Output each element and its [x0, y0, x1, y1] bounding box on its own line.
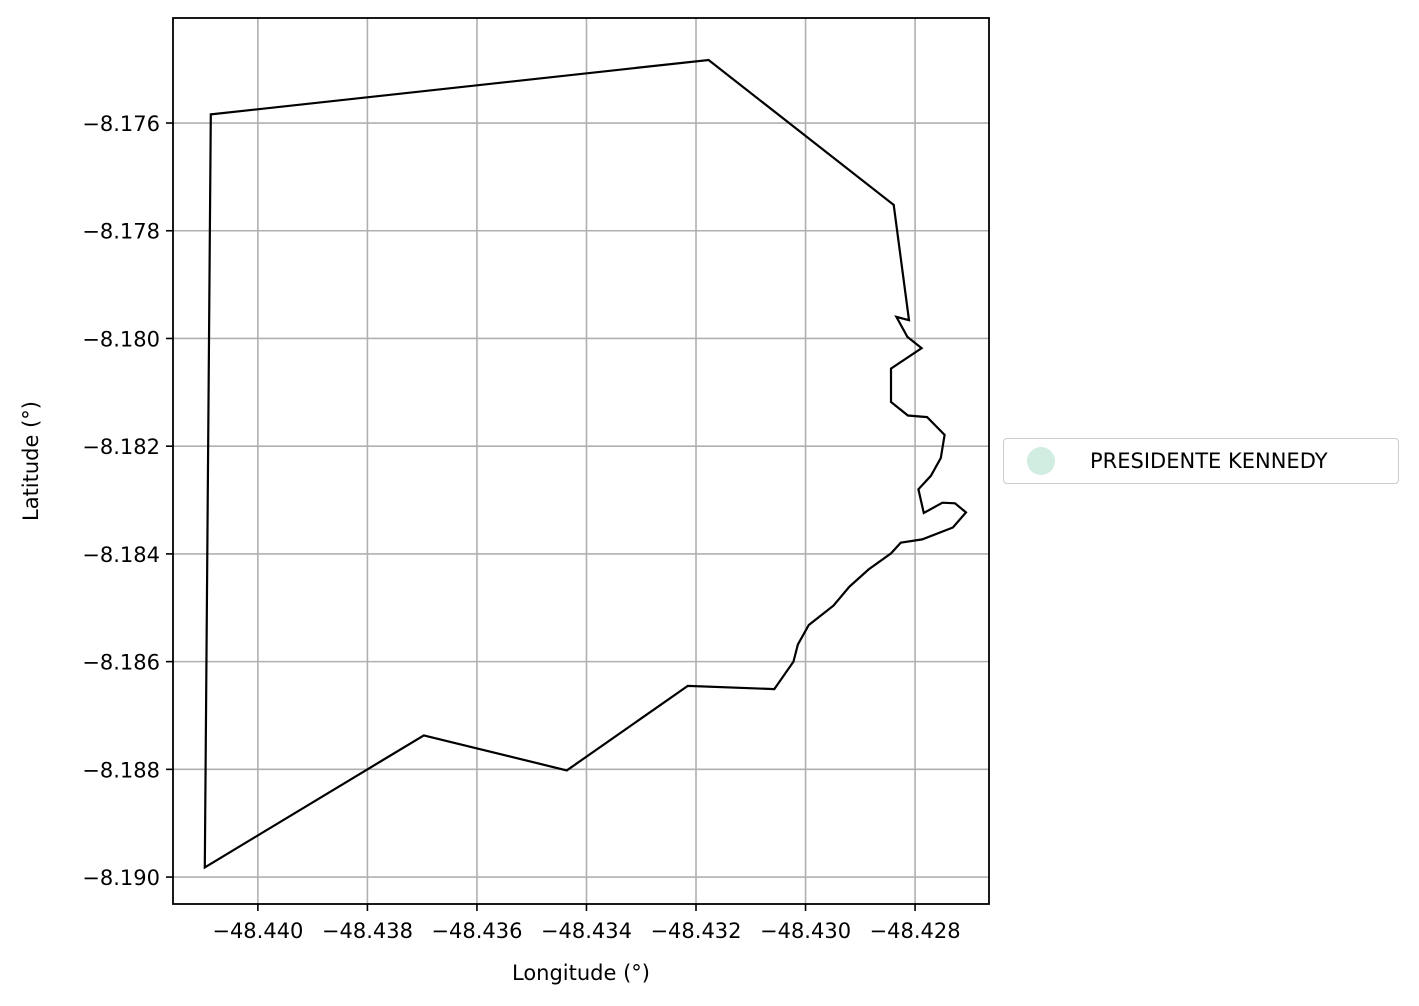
y-tick-label: −8.178	[82, 220, 160, 244]
x-tick-label: −48.428	[870, 919, 961, 943]
y-tick-label: −8.176	[82, 112, 160, 136]
tick-labels: −48.440 −48.438 −48.436 −48.434 −48.432 −48.4…	[82, 112, 960, 943]
plot-frame	[172, 17, 990, 905]
y-tick-label: −8.186	[82, 651, 160, 675]
legend-label: PRESIDENTE KENNEDY	[1090, 449, 1328, 473]
y-tick-label: −8.190	[82, 866, 160, 890]
x-tick-label: −48.434	[541, 919, 632, 943]
x-tick-label: −48.436	[431, 919, 522, 943]
x-tick-label: −48.438	[322, 919, 413, 943]
municipality-boundary	[203, 58, 968, 870]
x-tick-label: −48.440	[212, 919, 303, 943]
axis-ticks	[166, 122, 916, 911]
y-tick-label: −8.188	[82, 758, 160, 782]
grid-lines	[173, 18, 989, 904]
y-tick-label: −8.182	[82, 435, 160, 459]
legend-marker-icon	[1027, 447, 1055, 475]
x-tick-label: −48.432	[650, 919, 741, 943]
y-tick-label: −8.184	[82, 543, 160, 567]
x-tick-label: −48.430	[760, 919, 851, 943]
x-axis-label: Longitude (°)	[512, 961, 650, 985]
legend: PRESIDENTE KENNEDY	[1003, 438, 1399, 484]
y-axis-label: Latitude (°)	[19, 401, 43, 521]
y-tick-label: −8.180	[82, 327, 160, 351]
